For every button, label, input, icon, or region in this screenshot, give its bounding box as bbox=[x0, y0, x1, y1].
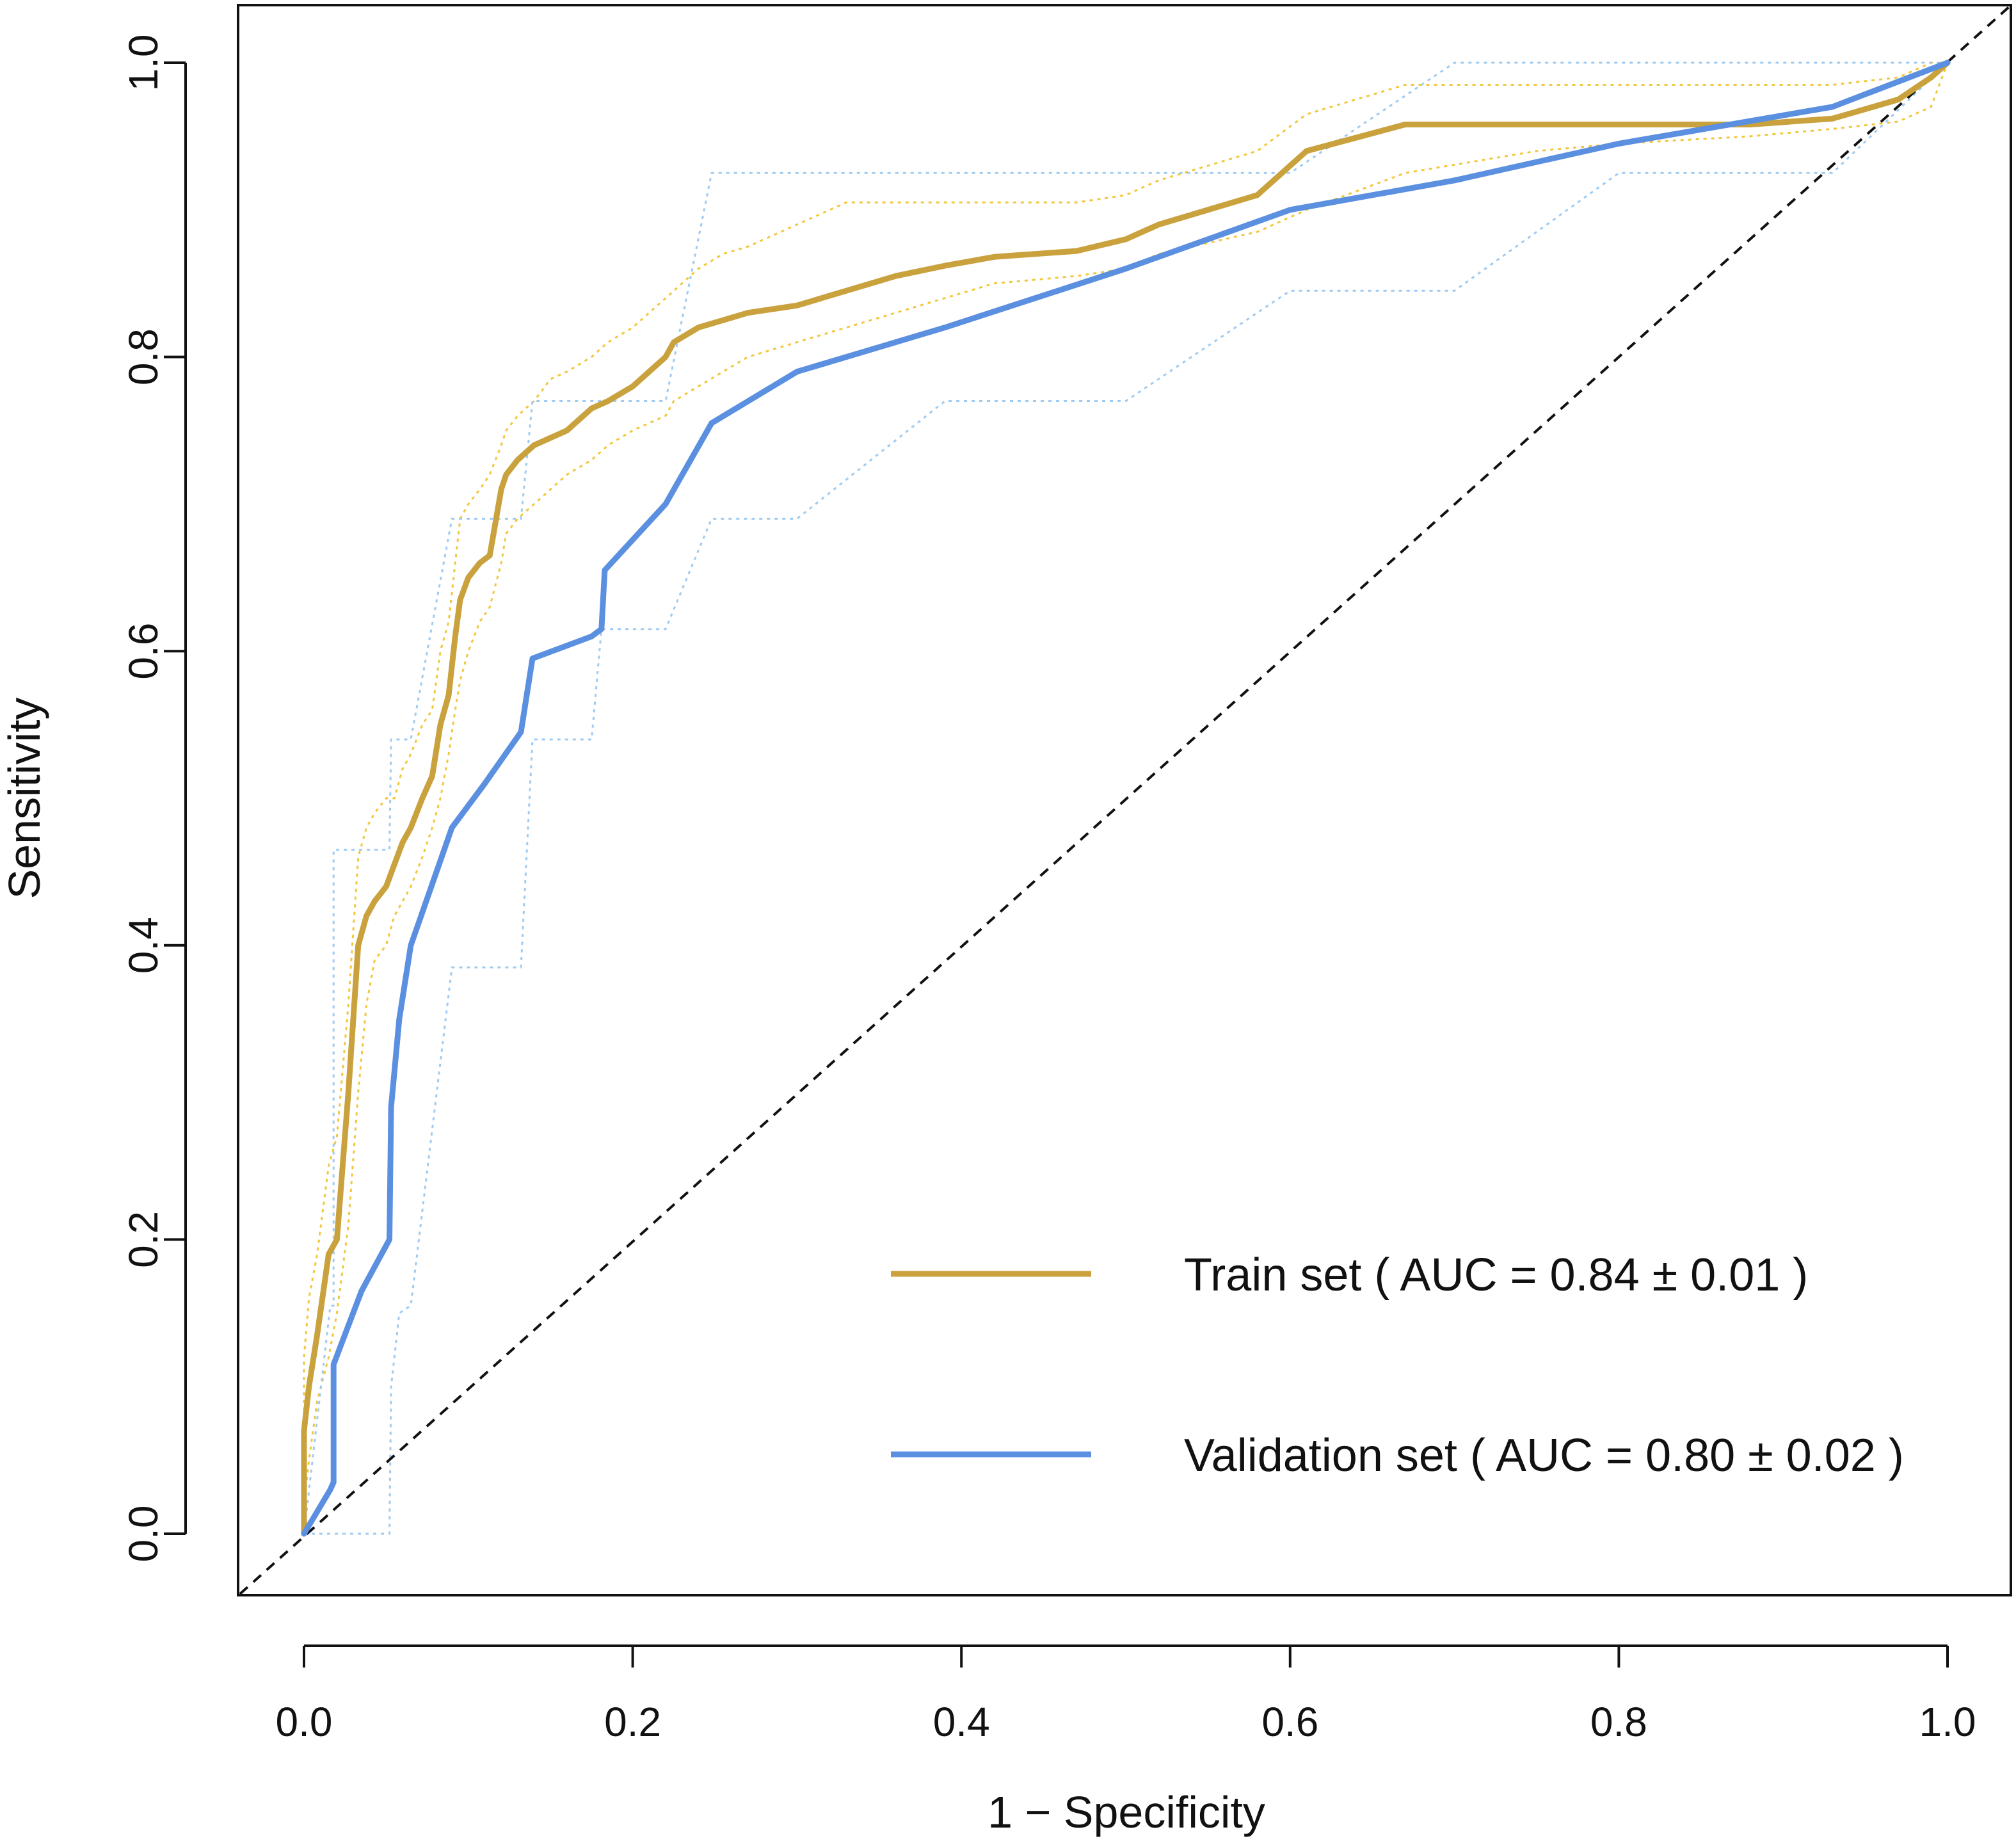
y-axis-label: Sensitivity bbox=[0, 697, 49, 899]
x-axis-ticks: 0.0 0.2 0.4 0.6 0.8 1.0 bbox=[276, 1646, 1976, 1745]
y-tick-label: 0.2 bbox=[120, 1211, 166, 1268]
legend: Train set ( AUC = 0.84 ± 0.01 ) Validati… bbox=[891, 1250, 1904, 1481]
ci-bands bbox=[303, 61, 1949, 1535]
y-tick-label: 1.0 bbox=[120, 35, 166, 92]
x-tick-label: 1.0 bbox=[1919, 1699, 1976, 1745]
x-axis: 0.0 0.2 0.4 0.6 0.8 1.0 1 − Specificity bbox=[276, 1644, 1976, 1837]
ci-band-lower-train bbox=[303, 62, 1949, 1534]
y-axis: 0.0 0.2 0.4 0.6 0.8 1.0 Sensitivity bbox=[0, 35, 187, 1563]
ci-band-upper-validation bbox=[303, 61, 1948, 1534]
x-tick-label: 0.8 bbox=[1590, 1699, 1647, 1745]
roc-curve-validation bbox=[301, 60, 1951, 1537]
legend-label-validation: Validation set ( AUC = 0.80 ± 0.02 ) bbox=[1184, 1430, 1904, 1481]
y-tick-label: 0.6 bbox=[120, 623, 166, 680]
x-tick-label: 0.0 bbox=[276, 1699, 333, 1745]
ci-band-lower-validation bbox=[304, 61, 1949, 1535]
roc-curves bbox=[301, 60, 1951, 1537]
x-axis-label: 1 − Specificity bbox=[988, 1787, 1265, 1837]
x-tick-label: 0.2 bbox=[604, 1699, 661, 1745]
x-tick-label: 0.4 bbox=[933, 1699, 990, 1745]
x-tick-label: 0.6 bbox=[1261, 1699, 1318, 1745]
y-tick-label: 0.0 bbox=[120, 1506, 166, 1563]
roc-curve-train bbox=[301, 60, 1951, 1537]
diagonal-reference-line bbox=[239, 5, 2011, 1595]
legend-label-train: Train set ( AUC = 0.84 ± 0.01 ) bbox=[1184, 1250, 1808, 1301]
y-tick-label: 0.4 bbox=[120, 917, 166, 974]
y-axis-ticks: 0.0 0.2 0.4 0.6 0.8 1.0 bbox=[120, 35, 186, 1563]
y-tick-label: 0.8 bbox=[120, 328, 166, 385]
plot-frame bbox=[237, 4, 2012, 1596]
